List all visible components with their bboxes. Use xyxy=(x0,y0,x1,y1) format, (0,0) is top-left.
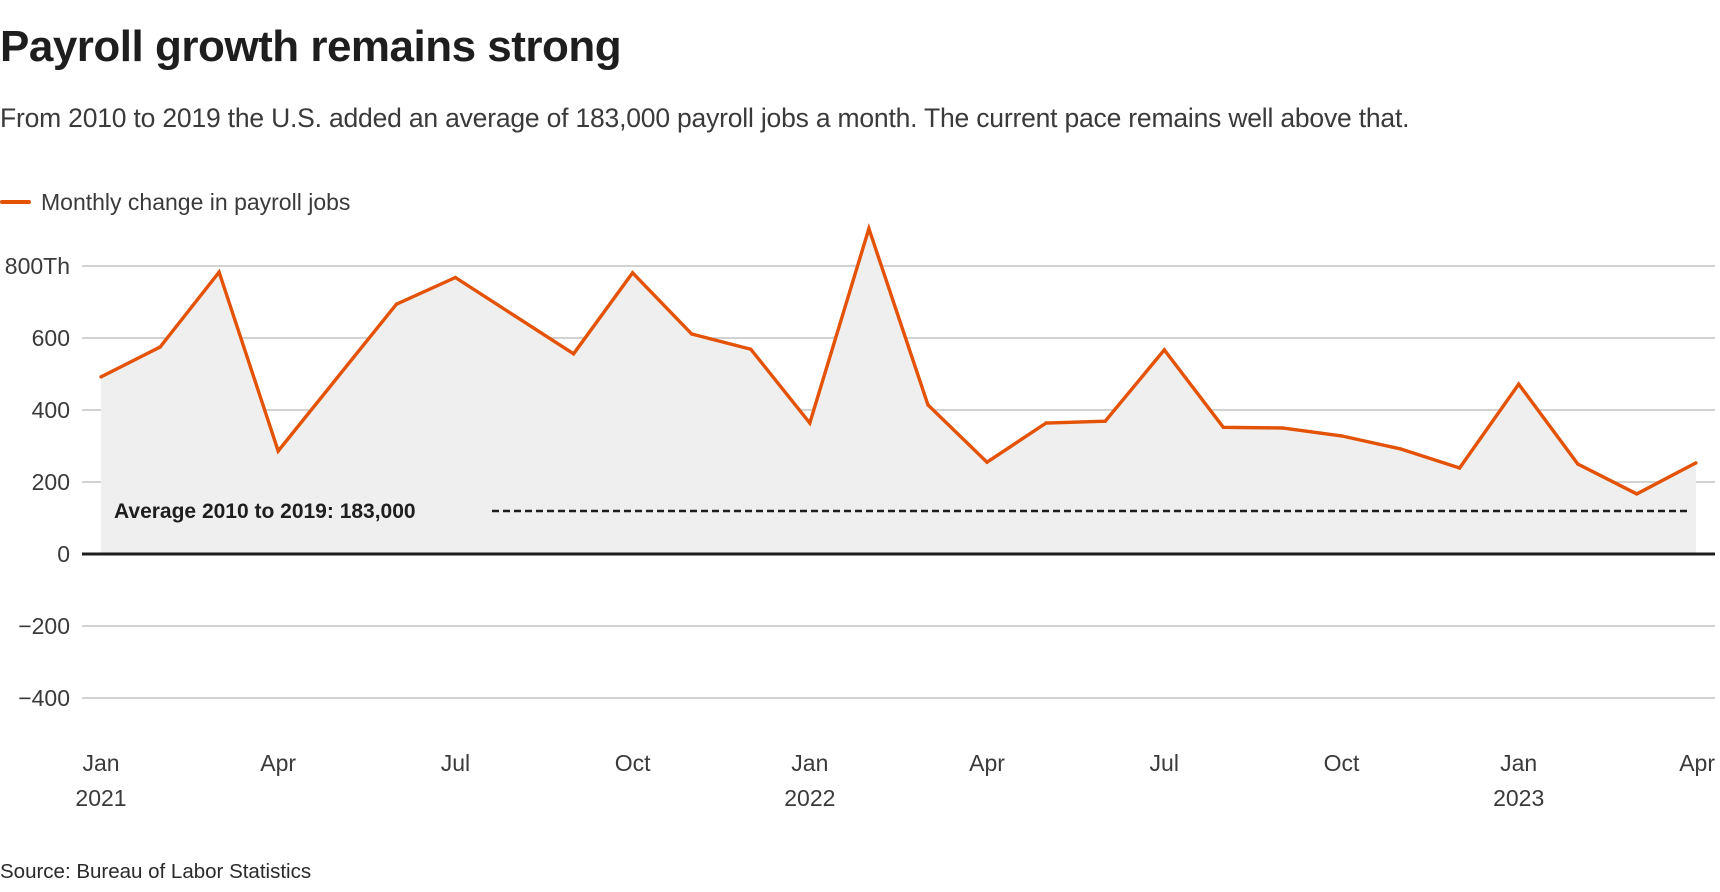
x-tick-label: Jan xyxy=(1500,750,1537,776)
data-point-2022-08 xyxy=(1221,425,1226,429)
x-tick-label: Oct xyxy=(615,750,651,776)
data-point-2023-04 xyxy=(1694,461,1698,465)
data-point-2022-09 xyxy=(1280,426,1285,430)
data-point-2021-10 xyxy=(630,271,635,275)
legend-swatch-line-icon xyxy=(0,200,31,204)
x-axis-ticks: Jan 2021 Apr Jul Oct Jan 2022 Apr Jul Oct Jan 2023 A… xyxy=(75,750,1715,811)
data-point-2021-12 xyxy=(749,347,753,351)
series-area-fill xyxy=(101,228,1696,554)
data-point-2022-03 xyxy=(926,403,930,407)
legend: Monthly change in payroll jobs xyxy=(0,186,350,218)
x-tick-label: Jan xyxy=(82,750,119,776)
y-tick-label: −400 xyxy=(18,685,70,711)
x-tick-label: Jul xyxy=(441,750,470,776)
chart-subtitle: From 2010 to 2019 the U.S. added an aver… xyxy=(0,103,1410,133)
data-point-2022-05 xyxy=(1044,421,1048,425)
data-point-2023-02 xyxy=(1576,462,1580,466)
chart-title: Payroll growth remains strong xyxy=(0,22,622,71)
x-tick-label: Jan xyxy=(791,750,828,776)
data-point-2022-12 xyxy=(1457,466,1462,470)
average-label: Average 2010 to 2019: 183,000 xyxy=(114,500,416,523)
y-tick-label: 800Th xyxy=(5,253,70,279)
data-point-2021-05 xyxy=(335,375,339,380)
data-point-2022-02 xyxy=(867,226,871,231)
data-point-2022-11 xyxy=(1398,447,1403,451)
data-points xyxy=(99,226,1698,496)
data-point-2021-11 xyxy=(690,332,694,336)
legend-label: Monthly change in payroll jobs xyxy=(41,188,351,215)
y-tick-label: 200 xyxy=(32,469,70,495)
x-tick-label: Apr xyxy=(1679,750,1715,776)
data-point-2021-03 xyxy=(217,270,221,274)
data-point-2021-07 xyxy=(453,275,458,280)
x-tick-year-label: 2023 xyxy=(1493,785,1544,811)
y-tick-label: 600 xyxy=(32,325,70,351)
x-tick-label: Jul xyxy=(1150,750,1179,776)
x-tick-year-label: 2022 xyxy=(784,785,835,811)
data-point-2021-06 xyxy=(394,302,399,306)
data-point-2021-04 xyxy=(276,449,280,453)
y-tick-label: 400 xyxy=(32,397,70,423)
y-tick-label: −200 xyxy=(18,613,70,639)
source-note: Source: Bureau of Labor Statistics xyxy=(0,860,312,883)
data-point-2021-01 xyxy=(99,375,103,379)
x-tick-label: Apr xyxy=(969,750,1005,776)
y-tick-label: 0 xyxy=(57,541,70,567)
data-point-2022-01 xyxy=(808,421,812,425)
data-point-2022-10 xyxy=(1339,434,1344,438)
data-point-2022-07 xyxy=(1162,348,1167,352)
data-point-2022-04 xyxy=(985,460,989,464)
x-tick-label: Oct xyxy=(1324,750,1360,776)
series-line-payroll xyxy=(100,223,1697,496)
data-point-2021-02 xyxy=(158,345,162,349)
data-point-2021-08 xyxy=(512,314,517,318)
y-axis-ticks: 800Th 600 400 200 0 −200 −400 xyxy=(5,253,70,711)
data-point-2022-06 xyxy=(1103,419,1107,423)
x-tick-label: Apr xyxy=(260,750,296,776)
x-tick-year-label: 2021 xyxy=(75,785,126,811)
data-point-2021-09 xyxy=(571,352,576,356)
data-point-2023-03 xyxy=(1635,492,1639,496)
average-annotation: Average 2010 to 2019: 183,000 xyxy=(114,500,1688,523)
data-point-2023-01 xyxy=(1517,382,1521,386)
